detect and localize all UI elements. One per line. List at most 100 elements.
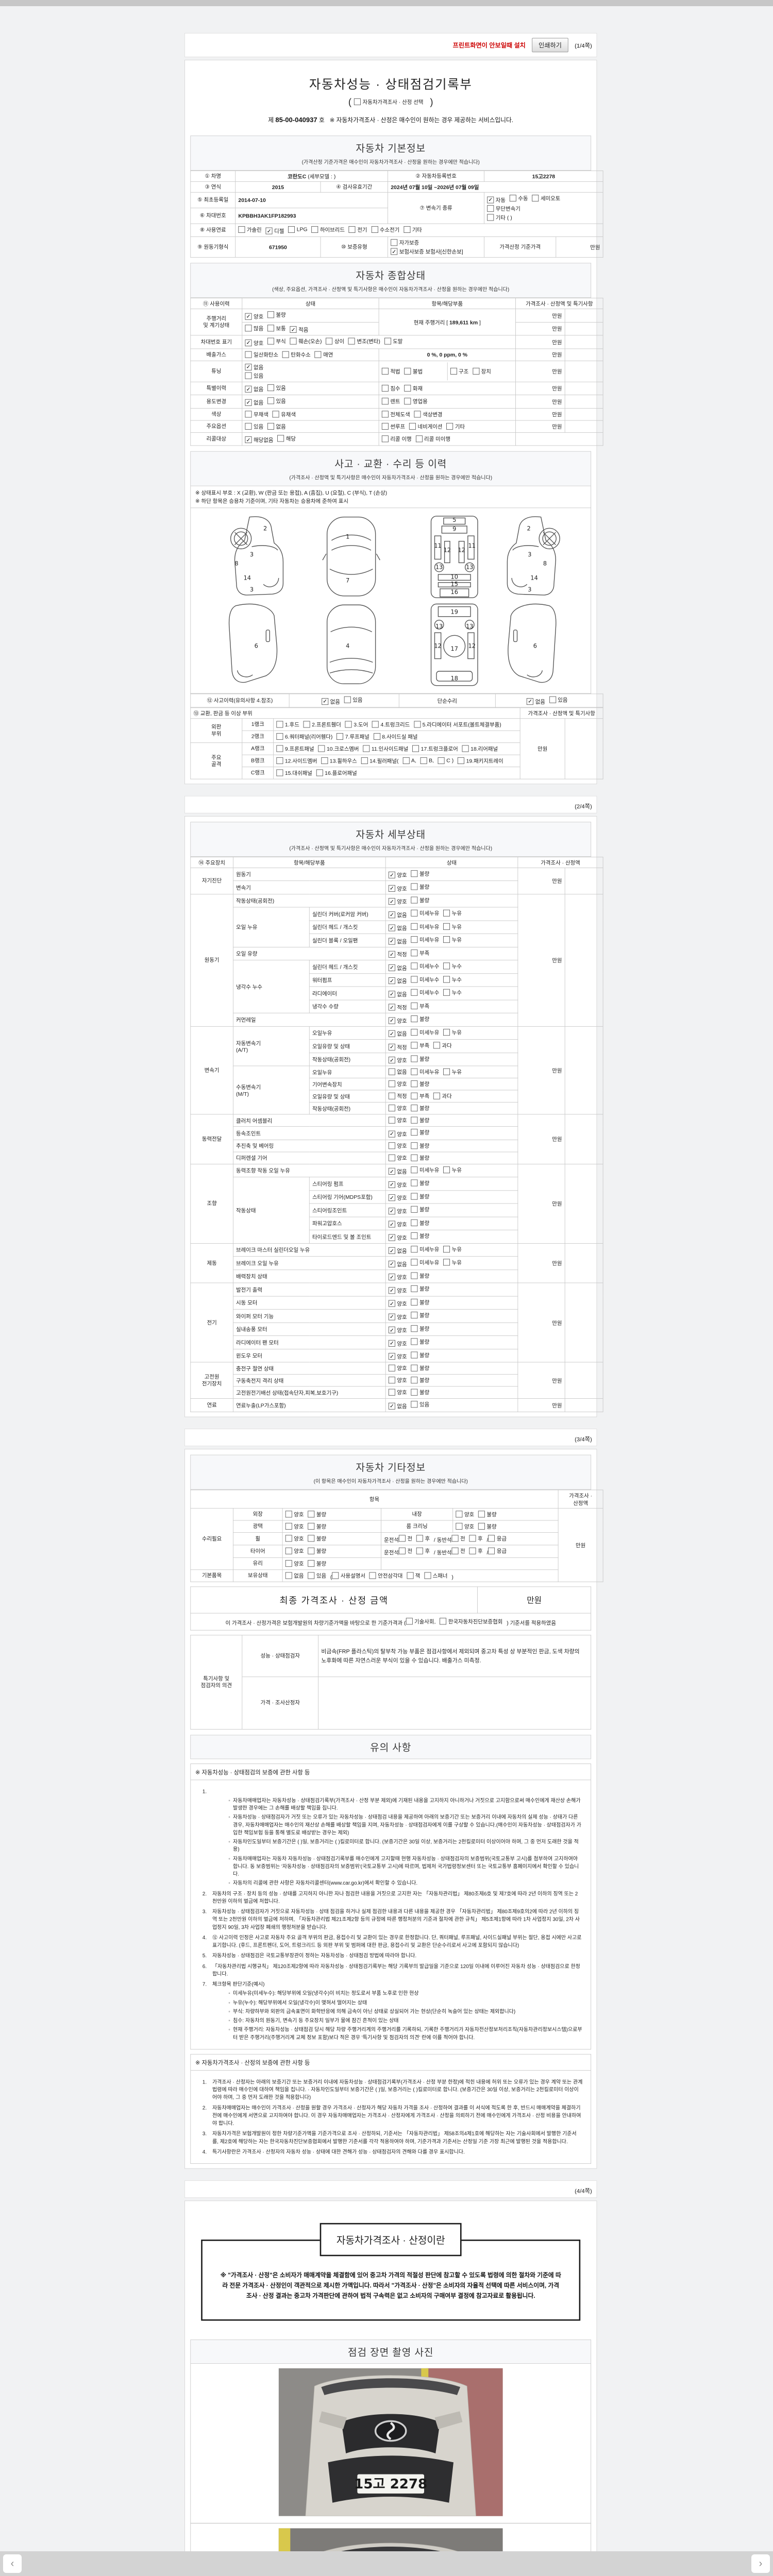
checkbox-option[interactable]: ✓ 없음	[388, 977, 407, 985]
checkbox-option[interactable]: 양호	[456, 1522, 474, 1530]
checkbox-option[interactable]: 불량	[411, 1338, 429, 1346]
checkbox-option[interactable]: 8.사이드실 패널	[373, 733, 417, 740]
checkbox-option[interactable]: ✓ 양호	[388, 1130, 407, 1138]
checkbox-option[interactable]: 불량	[411, 1055, 429, 1062]
checkbox-option[interactable]: ✓ 양호	[388, 1326, 407, 1334]
scroll-left-arrow[interactable]: ‹	[3, 2554, 22, 2573]
checkbox-option[interactable]: 구조	[450, 367, 468, 375]
checkbox-option[interactable]: ✓ 없음	[388, 990, 407, 998]
checkbox-option[interactable]: 불량	[308, 1510, 326, 1518]
checkbox-option[interactable]: 불량	[411, 1311, 429, 1319]
checkbox-option[interactable]: 세미오토	[532, 194, 560, 202]
checkbox-option[interactable]: 양호	[388, 1080, 407, 1088]
checkbox-option[interactable]: ✓ 양호	[245, 339, 263, 347]
checkbox-option[interactable]: 미세누수	[411, 962, 439, 970]
checkbox-option[interactable]: 부족	[411, 949, 429, 957]
checkbox-option[interactable]: 불량	[411, 1272, 429, 1279]
checkbox-option[interactable]: 불량	[478, 1522, 497, 1530]
checkbox-option[interactable]: 누유	[443, 909, 462, 917]
checkbox-option[interactable]: 7.루프패널	[337, 733, 369, 740]
checkbox-option[interactable]: 누유	[443, 1259, 462, 1266]
checkbox-option[interactable]: ✓ 양호	[388, 897, 407, 905]
checkbox-option[interactable]: 잭	[407, 1571, 420, 1579]
checkbox-option[interactable]: 미세누유	[411, 1028, 439, 1036]
checkbox-option[interactable]: 없음	[388, 1068, 407, 1076]
checkbox-option[interactable]: 불량	[411, 1298, 429, 1306]
checkbox-option[interactable]: 불량	[411, 1206, 429, 1213]
checkbox-option[interactable]: 미세누유	[411, 1068, 439, 1076]
checkbox-option[interactable]: 보통	[267, 324, 286, 332]
checkbox-option[interactable]: 있음	[267, 384, 286, 392]
checkbox-option[interactable]: 기타 ( )	[487, 213, 512, 221]
checkbox-option[interactable]: 불량	[411, 1388, 429, 1396]
checkbox-option[interactable]: ✓ 없음	[388, 964, 407, 972]
checkbox-option[interactable]: 15.대쉬패널	[276, 769, 312, 776]
checkbox-option[interactable]: A,	[402, 757, 416, 764]
checkbox-option[interactable]: ✓ 양호	[388, 1340, 407, 1347]
checkbox-option[interactable]: 불량	[478, 1510, 497, 1518]
checkbox-option[interactable]: 17.트렁크플로어	[412, 744, 458, 752]
checkbox-option[interactable]: 불량	[308, 1547, 326, 1555]
checkbox-option[interactable]: 양호	[388, 1388, 407, 1396]
checkbox-option[interactable]: 양호	[285, 1535, 304, 1543]
checkbox-option[interactable]: 누유	[443, 1028, 462, 1036]
checkbox-option[interactable]: 14.필러패널(	[361, 757, 398, 765]
checkbox-option[interactable]: 없음	[285, 1571, 304, 1579]
checkbox-option[interactable]: ✓ 자동	[487, 196, 506, 204]
checkbox-option[interactable]: ✓ 적정	[388, 1004, 407, 1011]
checkbox-option[interactable]: ✓ 양호	[388, 1352, 407, 1360]
checkbox-option[interactable]: 불량	[267, 311, 286, 318]
checkbox-option[interactable]: 미세누유	[411, 936, 439, 943]
checkbox-option[interactable]: 누유	[443, 936, 462, 943]
checkbox-option[interactable]: ✓ 없음	[388, 1247, 407, 1255]
checkbox-option[interactable]: ✓ 없음	[388, 937, 407, 945]
checkbox-option[interactable]: ✓ 없음	[388, 924, 407, 932]
checkbox-option[interactable]: 있음	[344, 696, 362, 704]
checkbox-option[interactable]: 전	[451, 1534, 465, 1542]
checkbox-option[interactable]: 리콜 이행	[381, 435, 412, 443]
checkbox-option[interactable]: 4.트렁크리드	[372, 720, 410, 728]
checkbox-option[interactable]: 9.프론트패널	[276, 744, 314, 752]
checkbox-option[interactable]: ✓ 없음	[388, 1030, 407, 1038]
checkbox-option[interactable]: ✓ 해당없음	[245, 436, 273, 444]
checkbox-option[interactable]: 13.휠하우스	[321, 757, 357, 765]
checkbox-option[interactable]: 변조(변타)	[348, 337, 380, 345]
checkbox-option[interactable]: 기타	[404, 226, 422, 233]
checkbox-option[interactable]: ✓ 양호	[388, 1207, 407, 1215]
checkbox-option[interactable]: 적법	[381, 367, 400, 375]
checkbox-option[interactable]: 응급	[488, 1547, 507, 1554]
checkbox-option[interactable]: ✓ 없음	[527, 698, 545, 705]
checkbox-option[interactable]: 수동	[509, 194, 528, 202]
checkbox-option[interactable]: 불량	[411, 1104, 429, 1112]
checkbox-option[interactable]: 양호	[285, 1560, 304, 1567]
checkbox-option[interactable]: 미세누유	[411, 1245, 439, 1253]
checkbox-option[interactable]: 불량	[411, 883, 429, 891]
checkbox-option[interactable]: 있음	[267, 397, 286, 404]
checkbox-option[interactable]: 양호	[285, 1547, 304, 1555]
checkbox-option[interactable]: ✓ 없음	[388, 1167, 407, 1175]
checkbox-option[interactable]: 불량	[411, 1364, 429, 1372]
print-button[interactable]: 인쇄하기	[532, 38, 568, 53]
checkbox-option[interactable]: ✓ 양호	[388, 1273, 407, 1281]
checkbox-option[interactable]: 영업용	[404, 398, 428, 405]
checkbox-option[interactable]: 불량	[411, 1285, 429, 1293]
checkbox-option[interactable]: 불량	[411, 870, 429, 877]
checkbox-option[interactable]: 탄화수소	[282, 350, 311, 358]
checkbox-option[interactable]: ✓ 양호	[388, 1016, 407, 1024]
checkbox-option[interactable]: 불량	[308, 1522, 326, 1530]
checkbox-option[interactable]: 자가보증	[391, 239, 419, 246]
checkbox-option[interactable]: 무채색	[245, 410, 268, 418]
checkbox-option[interactable]: B,	[420, 757, 434, 764]
checkbox-option[interactable]: ✓ 양호	[388, 1194, 407, 1201]
checkbox-option[interactable]: 일산화탄소	[245, 350, 278, 358]
checkbox-option[interactable]: 색상변경	[414, 410, 443, 418]
checkbox-option[interactable]: ✓ 양호	[388, 1221, 407, 1228]
scroll-right-arrow[interactable]: ›	[751, 2554, 770, 2573]
checkbox-option[interactable]: LPG	[288, 226, 308, 233]
checkbox-option[interactable]: 하이브리드	[311, 226, 345, 233]
checkbox-option[interactable]: 후	[469, 1547, 483, 1554]
checkbox-option[interactable]: 후	[416, 1547, 430, 1554]
checkbox-option[interactable]: 19.패키지트레이	[458, 757, 503, 765]
checkbox-option[interactable]: ✓ 양호	[388, 1300, 407, 1308]
checkbox-option[interactable]: 미세누유	[411, 923, 439, 930]
